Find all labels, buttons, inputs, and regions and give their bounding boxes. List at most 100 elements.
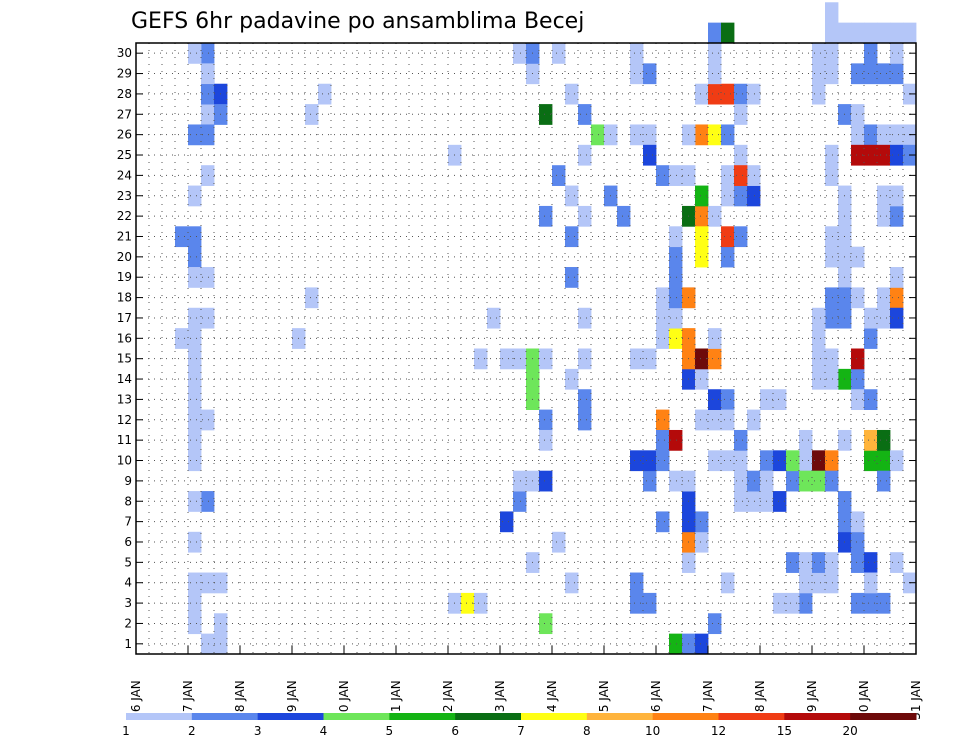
heatmap-cell xyxy=(461,592,475,614)
heatmap-cell xyxy=(851,104,865,125)
y-tick-label: 26 xyxy=(117,128,132,142)
heatmap-cell xyxy=(188,592,202,614)
heatmap-cell xyxy=(799,572,813,594)
colorbar-label: 1 xyxy=(122,724,130,738)
heatmap-cell xyxy=(734,226,748,248)
heatmap-cell xyxy=(890,43,904,64)
heatmap-cell xyxy=(500,511,514,533)
heatmap-cell xyxy=(695,246,709,268)
heatmap-cell xyxy=(643,124,657,146)
heatmap-cell xyxy=(578,104,592,125)
y-tick-label: 4 xyxy=(124,576,132,590)
heatmap-cell xyxy=(201,104,215,125)
heatmap-cell xyxy=(799,470,813,492)
heatmap-cell xyxy=(188,389,202,410)
heatmap-cell xyxy=(721,83,735,105)
heatmap-cell xyxy=(695,185,709,207)
heatmap-cell xyxy=(721,409,735,431)
heatmap-cell xyxy=(812,307,826,329)
heatmap-cell xyxy=(188,491,202,512)
heatmap-cell xyxy=(188,43,202,64)
heatmap-cell xyxy=(513,43,527,64)
heatmap-cell xyxy=(669,267,683,288)
heatmap-cell xyxy=(812,83,826,105)
heatmap-cell xyxy=(656,511,670,533)
heatmap-cell xyxy=(578,389,592,410)
heatmap-cell xyxy=(877,307,891,329)
heatmap-cell xyxy=(773,450,787,472)
colorbar-label: 2 xyxy=(188,724,196,738)
heatmap-cell xyxy=(656,450,670,472)
heatmap-cell xyxy=(188,368,202,390)
heatmap-cell xyxy=(188,307,202,329)
heatmap-cell xyxy=(201,633,215,655)
heatmap-cell xyxy=(552,531,566,553)
heatmap-cell xyxy=(669,328,683,349)
heatmap-cell xyxy=(734,165,748,186)
heatmap-cell xyxy=(864,328,878,349)
heatmap-cell xyxy=(175,328,189,349)
heatmap-cell xyxy=(825,22,839,44)
heatmap-cell xyxy=(305,104,319,125)
y-tick-label: 23 xyxy=(117,189,132,203)
heatmap-cell xyxy=(799,552,813,573)
heatmap-cell xyxy=(695,205,709,227)
colorbar-swatch xyxy=(323,713,390,720)
heatmap-cell xyxy=(721,124,735,146)
heatmap-cell xyxy=(188,348,202,370)
heatmap-cell xyxy=(669,633,683,655)
heatmap-cell xyxy=(799,592,813,614)
heatmap-cell xyxy=(864,592,878,614)
heatmap-cell xyxy=(669,429,683,451)
heatmap-cell xyxy=(721,389,735,410)
y-tick-label: 8 xyxy=(124,494,132,508)
heatmap-cell xyxy=(201,409,215,431)
heatmap-cell xyxy=(877,22,891,44)
heatmap-cell xyxy=(825,552,839,573)
y-tick-label: 6 xyxy=(124,535,132,549)
heatmap-cell xyxy=(890,552,904,573)
heatmap-cell xyxy=(825,2,839,24)
heatmap-cell xyxy=(630,124,644,146)
colorbar-label: 6 xyxy=(451,724,459,738)
y-tick-label: 16 xyxy=(117,331,132,345)
heatmap-cell xyxy=(890,267,904,288)
heatmap-cell xyxy=(747,185,761,207)
heatmap-cell xyxy=(708,348,722,370)
heatmap-cell xyxy=(877,450,891,472)
heatmap-cell xyxy=(708,22,722,44)
heatmap-cell xyxy=(799,450,813,472)
heatmap-cell xyxy=(812,572,826,594)
heatmap-cell xyxy=(708,205,722,227)
x-tick-label: 16 JAN xyxy=(129,680,143,720)
y-tick-label: 22 xyxy=(117,209,132,223)
heatmap-cell xyxy=(669,246,683,268)
heatmap-cell xyxy=(812,328,826,349)
heatmap-cell xyxy=(474,592,488,614)
colorbar-swatch xyxy=(718,713,785,720)
heatmap-cell xyxy=(188,246,202,268)
x-tick-label: 18 JAN xyxy=(233,680,247,720)
heatmap-cell xyxy=(708,409,722,431)
heatmap-cell xyxy=(734,491,748,512)
heatmap-cell xyxy=(734,104,748,125)
x-tick-label: 21 JAN xyxy=(389,680,403,720)
heatmap-cell xyxy=(864,552,878,573)
y-tick-label: 9 xyxy=(124,474,132,488)
heatmap-cell xyxy=(890,307,904,329)
x-tick-label: 30 JAN xyxy=(857,680,871,720)
heatmap-cell xyxy=(487,307,501,329)
heatmap-cell xyxy=(539,409,553,431)
y-tick-label: 7 xyxy=(124,515,132,529)
heatmap-cell xyxy=(877,592,891,614)
heatmap-cell xyxy=(734,470,748,492)
heatmap-cell xyxy=(851,246,865,268)
heatmap-cell xyxy=(838,22,852,44)
heatmap-cell xyxy=(539,429,553,451)
heatmap-cell xyxy=(708,124,722,146)
heatmap-cell xyxy=(890,185,904,207)
heatmap-cell xyxy=(851,592,865,614)
heatmap-cell xyxy=(656,409,670,431)
y-tick-label: 11 xyxy=(117,433,132,447)
heatmap-cell xyxy=(565,368,579,390)
